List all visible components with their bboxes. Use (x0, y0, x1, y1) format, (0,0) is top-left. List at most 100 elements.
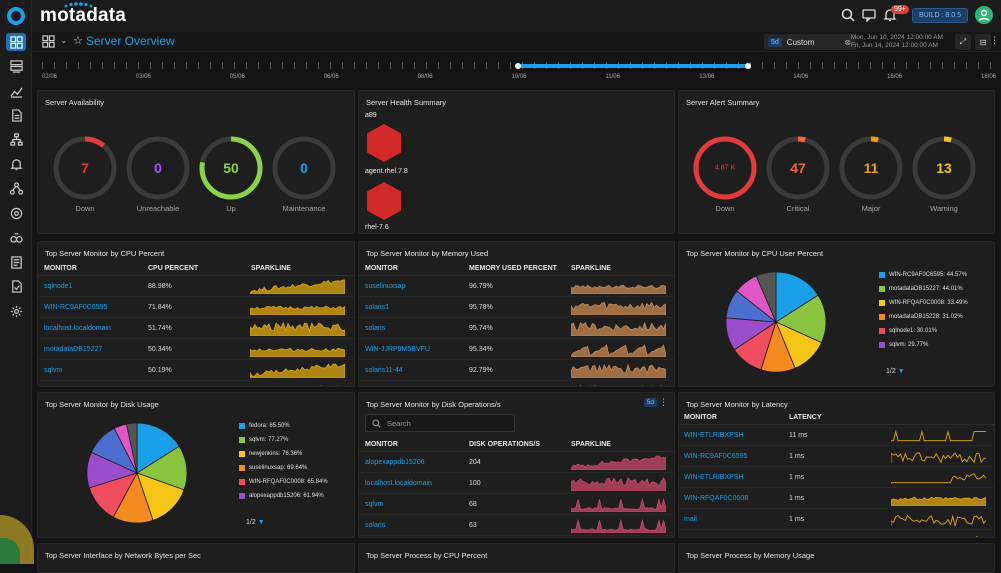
pager-next-icon[interactable]: ▼ (897, 368, 905, 375)
monitor-link[interactable]: WIN-RC9AF0C6595 (44, 304, 108, 311)
sparkline[interactable] (891, 470, 986, 485)
chat-icon[interactable] (862, 8, 876, 22)
monitor-link[interactable]: motadataDB15227 (44, 346, 103, 353)
monitor-link[interactable]: WIN-ETLRIBXPSH (684, 432, 744, 439)
topology-icon[interactable] (6, 130, 26, 148)
table-row[interactable]: solaris 95.74% (359, 318, 674, 339)
legend-item[interactable]: WIN-RFQAF0C0008: 65.84% (239, 479, 328, 485)
monitor-link[interactable]: sqlnode1 (44, 283, 73, 290)
sparkline[interactable] (571, 321, 666, 336)
sparkline[interactable] (571, 300, 666, 315)
network-icon[interactable] (6, 179, 26, 197)
save-button[interactable]: ⊟ (975, 34, 991, 50)
monitor-link[interactable]: WIN-RC9AF0C6595 (684, 453, 748, 460)
status-ring[interactable]: 47 (765, 135, 831, 201)
logs-icon[interactable] (6, 253, 26, 271)
pie-slice[interactable] (775, 271, 819, 323)
sparkline[interactable] (891, 428, 986, 443)
sparkline[interactable] (250, 321, 345, 336)
table-row[interactable]: localhost.localdomain 51.74% (38, 318, 354, 339)
sparkline[interactable] (571, 342, 666, 357)
sparkline[interactable] (571, 518, 666, 533)
column-header[interactable]: MONITOR (365, 441, 398, 448)
health-hex-critical[interactable] (367, 182, 401, 220)
user-avatar-icon[interactable] (975, 6, 993, 24)
column-header[interactable]: DISK OPERATIONS/S (469, 441, 541, 448)
legend-item[interactable]: WIN-RC9AF0C6595: 44.57% (879, 272, 967, 278)
sparkline[interactable] (250, 384, 345, 387)
monitor-link[interactable]: localhost.localdomain (365, 381, 432, 386)
legend-item[interactable]: motadataDB15228: 31.02% (879, 314, 963, 320)
table-row[interactable]: mail 1 ms (679, 509, 994, 530)
table-row[interactable]: WIN-ETLRIBXPSH 1 ms (679, 467, 994, 488)
table-row[interactable]: WIN-RFQAF0C0008 49.70% (38, 381, 354, 387)
disk-usage-pie-chart[interactable] (84, 420, 190, 526)
pager-next-icon[interactable]: ▼ (257, 519, 265, 526)
legend-item[interactable]: motadataDB15227: 44.01% (879, 286, 963, 292)
monitor-link[interactable]: localhost.localdomain (365, 480, 432, 487)
pie-slice[interactable] (136, 422, 180, 474)
column-header[interactable]: MEMORY USED PERCENT (469, 265, 557, 272)
monitor-link[interactable]: solaris11-44 (365, 367, 403, 374)
settings-gear-icon[interactable] (6, 302, 26, 320)
pie-slice[interactable] (126, 422, 138, 474)
more-options-icon[interactable]: ⋮ (659, 397, 668, 407)
table-row[interactable]: WIN-RC9AF0C6595 71.84% (38, 297, 354, 318)
status-ring[interactable]: 7 (52, 135, 118, 201)
column-header[interactable]: SPARKLINE (571, 265, 611, 272)
monitor-link[interactable]: nixos22 (684, 530, 708, 537)
monitor-link[interactable]: WIN-ETLRIBXPSH (684, 474, 744, 481)
status-ring[interactable]: 0 (125, 135, 191, 201)
clear-icon[interactable]: ⊗ (844, 37, 851, 47)
table-row[interactable]: motadataDB15227 50.34% (38, 339, 354, 360)
health-hex-critical[interactable] (367, 124, 401, 162)
monitor-link[interactable]: sqlvm (44, 367, 63, 374)
time-range-tag[interactable]: 5d (643, 398, 657, 407)
table-row[interactable]: WIN-ETLRIBXPSH 11 ms (679, 425, 994, 446)
legend-pager[interactable]: 1/2 ▼ (886, 368, 905, 375)
legend-item[interactable]: fedora: 85.50% (239, 423, 290, 429)
metric-explorer-icon[interactable] (6, 82, 26, 100)
monitor-link[interactable]: alopexappdb15206 (365, 459, 425, 466)
legend-item[interactable]: WIN-RFQAF0C0008: 33.49% (879, 300, 968, 306)
table-row[interactable]: sqlvm 68 (359, 494, 674, 515)
table-row[interactable]: localhost.localdomain 92.76% (359, 381, 674, 387)
expand-button[interactable]: ⤢ (955, 34, 971, 50)
dashboard-grid-icon[interactable] (6, 33, 26, 51)
sparkline[interactable] (571, 455, 666, 470)
table-row[interactable]: solaris 63 (359, 515, 674, 536)
sparkline[interactable] (571, 476, 666, 491)
table-row[interactable]: solaris11-44 92.79% (359, 360, 674, 381)
monitor-link[interactable]: solaris (365, 522, 386, 529)
status-ring[interactable]: 0 (271, 135, 337, 201)
sparkline[interactable] (891, 512, 986, 527)
status-ring[interactable]: 11 (838, 135, 904, 201)
pie-slice[interactable] (775, 294, 827, 344)
chevron-down-icon[interactable]: ⌄ (60, 35, 68, 45)
legend-item[interactable]: sqlnode1: 30.01% (879, 328, 937, 334)
alerts-bell-icon[interactable] (6, 155, 26, 173)
monitor-link[interactable]: WIN-JJRP9M5BVFU (365, 346, 430, 353)
sparkline[interactable] (571, 363, 666, 378)
sparkline[interactable] (250, 342, 345, 357)
range-start-handle[interactable] (515, 63, 521, 69)
table-row[interactable]: nixos22 0 (679, 530, 994, 537)
sparkline[interactable] (571, 279, 666, 294)
reports-icon[interactable] (6, 106, 26, 124)
pie-slice[interactable] (755, 271, 777, 323)
status-ring[interactable]: 4.87 K (692, 135, 758, 201)
inventory-icon[interactable] (6, 57, 26, 75)
legend-item[interactable]: suselinuxsap: 69.64% (239, 465, 307, 471)
timeline-slider[interactable]: 02/06 03/06 05/06 06/06 08/06 10/06 11/06 13/06… (32, 52, 1001, 86)
table-row[interactable]: localhost.localdomain 100 (359, 473, 674, 494)
monitor-scan-icon[interactable] (6, 204, 26, 222)
status-ring[interactable]: 50 (198, 135, 264, 201)
column-header[interactable]: SPARKLINE (571, 441, 611, 448)
monitor-link[interactable]: WIN-RFQAF0C0008 (44, 381, 108, 386)
monitor-link[interactable]: sqlvm (365, 501, 384, 508)
monitor-link[interactable]: solaris1 (365, 304, 390, 311)
sparkline[interactable] (571, 384, 666, 387)
monitor-link[interactable]: mail (684, 516, 697, 523)
search-icon[interactable] (841, 8, 855, 22)
notes-icon[interactable] (6, 277, 26, 295)
